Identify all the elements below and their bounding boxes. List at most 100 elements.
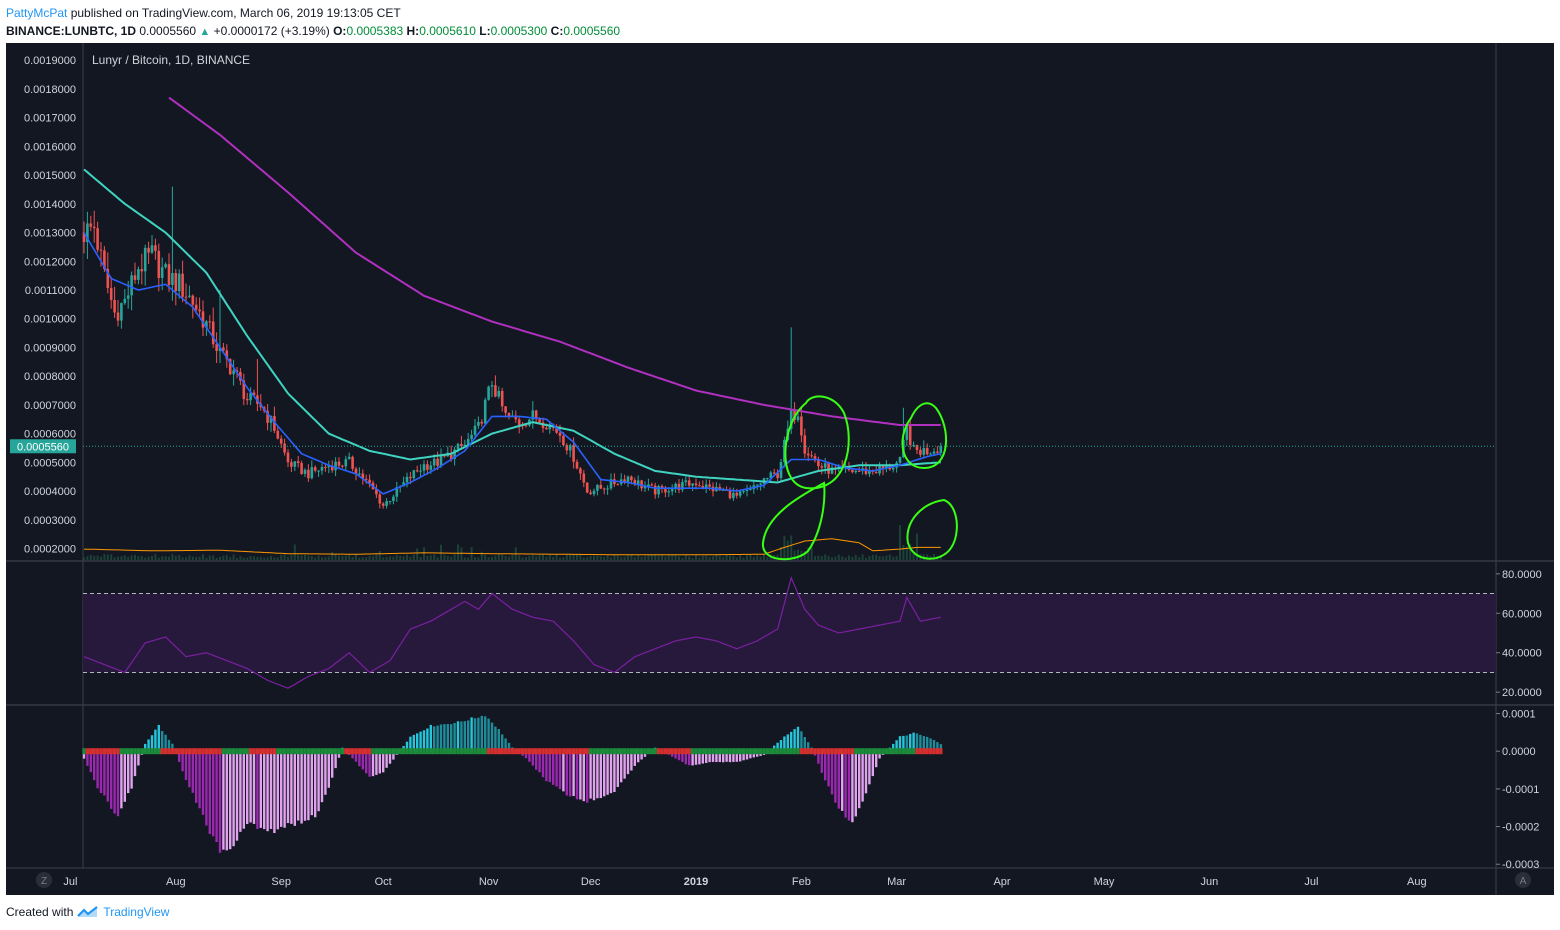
macd-bar (123, 751, 126, 802)
up-arrow-icon: ▲ (199, 26, 211, 38)
volume-bar (501, 554, 504, 560)
macd-signal-marker (639, 748, 644, 755)
macd-bar (307, 751, 310, 821)
candle-body (160, 267, 164, 279)
zoom-corner-button[interactable] (36, 872, 52, 888)
macd-signal-marker (272, 748, 277, 755)
volume-bar (535, 556, 538, 560)
candle-body (800, 416, 803, 436)
volume-bar (324, 556, 327, 560)
macd-signal-marker (449, 748, 453, 755)
volume-bar (746, 555, 748, 560)
volume-bar (140, 556, 143, 560)
candle-body (905, 424, 909, 440)
macd-bar (779, 740, 783, 752)
macd-signal-marker (561, 748, 566, 755)
macd-signal-marker (867, 748, 872, 755)
macd-signal-marker (809, 748, 814, 755)
macd-tick-label: -0.0002 (1502, 822, 1539, 834)
candle-body (796, 416, 800, 421)
macd-signal-marker (871, 748, 875, 755)
volume-bar (423, 547, 425, 560)
macd-bar (467, 720, 470, 752)
macd-signal-marker (660, 748, 664, 755)
candle-body (188, 295, 191, 297)
candle-body (558, 432, 562, 436)
macd-bar (409, 736, 412, 752)
macd-signal-marker (350, 748, 355, 755)
macd-signal-marker (619, 748, 623, 755)
candle-body (103, 250, 106, 269)
macd-signal-marker (599, 748, 603, 755)
price-tick-label: 0.0010000 (24, 314, 76, 326)
volume-bar (297, 555, 300, 560)
macd-signal-marker (446, 748, 450, 755)
candle-body (579, 468, 582, 474)
volume-bar (290, 555, 293, 560)
macd-bar (895, 740, 898, 752)
tradingview-link[interactable]: TradingView (103, 905, 170, 919)
candle-body (113, 299, 116, 313)
volume-bar (620, 557, 623, 560)
macd-signal-marker (459, 748, 464, 755)
macd-bar (711, 751, 715, 762)
macd-bar (875, 751, 878, 768)
macd-signal-marker (772, 748, 776, 755)
macd-bar (280, 751, 283, 827)
macd-signal-marker (191, 748, 195, 755)
volume-bar (361, 557, 364, 560)
chart-canvas[interactable]: 0.0019000 0.0018000 0.0017000 0.0016000 0.00… (6, 43, 1554, 895)
macd-bar (392, 751, 395, 760)
macd-bar (310, 751, 313, 816)
macd-signal-marker (728, 748, 732, 755)
candle-body (548, 424, 552, 430)
candle-body (120, 303, 123, 321)
price-tick-label: 0.0013000 (24, 228, 76, 240)
macd-signal-marker (908, 748, 912, 755)
macd-signal-marker (119, 748, 124, 755)
candle-body (137, 269, 140, 280)
volume-bar (154, 554, 157, 560)
macd-signal-marker (106, 748, 110, 755)
candle-body (405, 476, 409, 483)
macd-bar (256, 751, 259, 829)
macd-bar (331, 751, 334, 778)
chart-frame[interactable]: 0.0019000 0.0018000 0.0017000 0.0016000 0.00… (6, 43, 1554, 895)
macd-signal-marker (758, 748, 763, 755)
macd-signal-marker (636, 748, 640, 755)
macd-bar (552, 751, 555, 785)
macd-signal-marker (422, 748, 426, 755)
candle-body (609, 479, 613, 489)
price-tick-label: 0.0015000 (24, 170, 76, 182)
macd-bar (905, 735, 908, 752)
candle-body (89, 223, 93, 227)
macd-bar (830, 751, 834, 795)
candle-body (732, 492, 735, 499)
macd-signal-marker (738, 748, 742, 755)
macd-signal-marker (622, 748, 627, 755)
macd-tick-label: 0.0000 (1502, 746, 1536, 758)
macd-signal-marker (792, 748, 797, 755)
candle-body (728, 490, 732, 499)
candle-body (749, 489, 752, 491)
macd-signal-marker (748, 748, 753, 755)
volume-bar (304, 554, 306, 560)
candle-body (164, 264, 167, 268)
macd-signal-marker (174, 748, 178, 755)
candle-body (647, 484, 650, 487)
macd-signal-marker (527, 748, 532, 755)
macd-bar (558, 751, 562, 790)
macd-signal-marker (153, 748, 158, 755)
time-tick-label: Aug (1407, 876, 1427, 888)
macd-signal-marker (843, 748, 848, 755)
macd-signal-marker (901, 748, 906, 755)
volume-bar (93, 555, 96, 560)
zoom-corner-label: Z (41, 876, 47, 887)
macd-bar (161, 731, 164, 752)
auto-scale-button[interactable] (1515, 872, 1531, 888)
volume-bar (168, 556, 170, 560)
author-link[interactable]: PattyMcPat (6, 6, 68, 20)
macd-signal-marker (718, 748, 722, 755)
volume-bar (83, 557, 85, 560)
macd-bar (147, 739, 150, 752)
